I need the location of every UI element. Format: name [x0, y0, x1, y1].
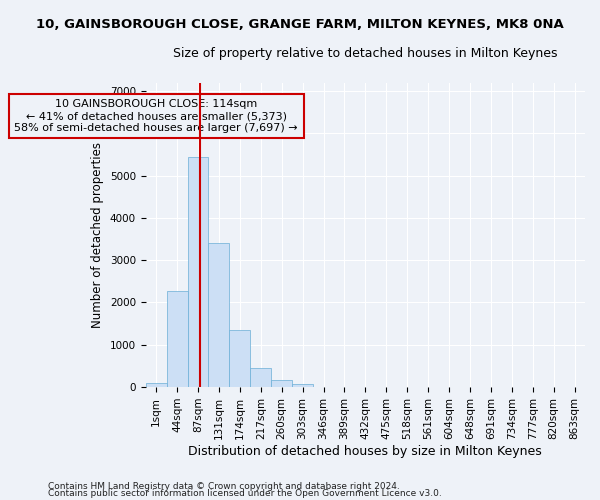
Title: Size of property relative to detached houses in Milton Keynes: Size of property relative to detached ho…: [173, 48, 557, 60]
Y-axis label: Number of detached properties: Number of detached properties: [91, 142, 104, 328]
Bar: [167, 291, 188, 387]
Text: Contains public sector information licensed under the Open Government Licence v3: Contains public sector information licen…: [48, 490, 442, 498]
Text: 10 GAINSBOROUGH CLOSE: 114sqm
← 41% of detached houses are smaller (5,373)
58% o: 10 GAINSBOROUGH CLOSE: 114sqm ← 41% of d…: [14, 100, 298, 132]
Bar: [229, 330, 250, 387]
Bar: [250, 368, 271, 387]
Bar: [292, 384, 313, 387]
Bar: [188, 156, 208, 387]
X-axis label: Distribution of detached houses by size in Milton Keynes: Distribution of detached houses by size …: [188, 444, 542, 458]
Text: 10, GAINSBOROUGH CLOSE, GRANGE FARM, MILTON KEYNES, MK8 0NA: 10, GAINSBOROUGH CLOSE, GRANGE FARM, MIL…: [36, 18, 564, 30]
Text: Contains HM Land Registry data © Crown copyright and database right 2024.: Contains HM Land Registry data © Crown c…: [48, 482, 400, 491]
Bar: [208, 244, 229, 387]
Bar: [271, 380, 292, 387]
Bar: [146, 383, 167, 387]
